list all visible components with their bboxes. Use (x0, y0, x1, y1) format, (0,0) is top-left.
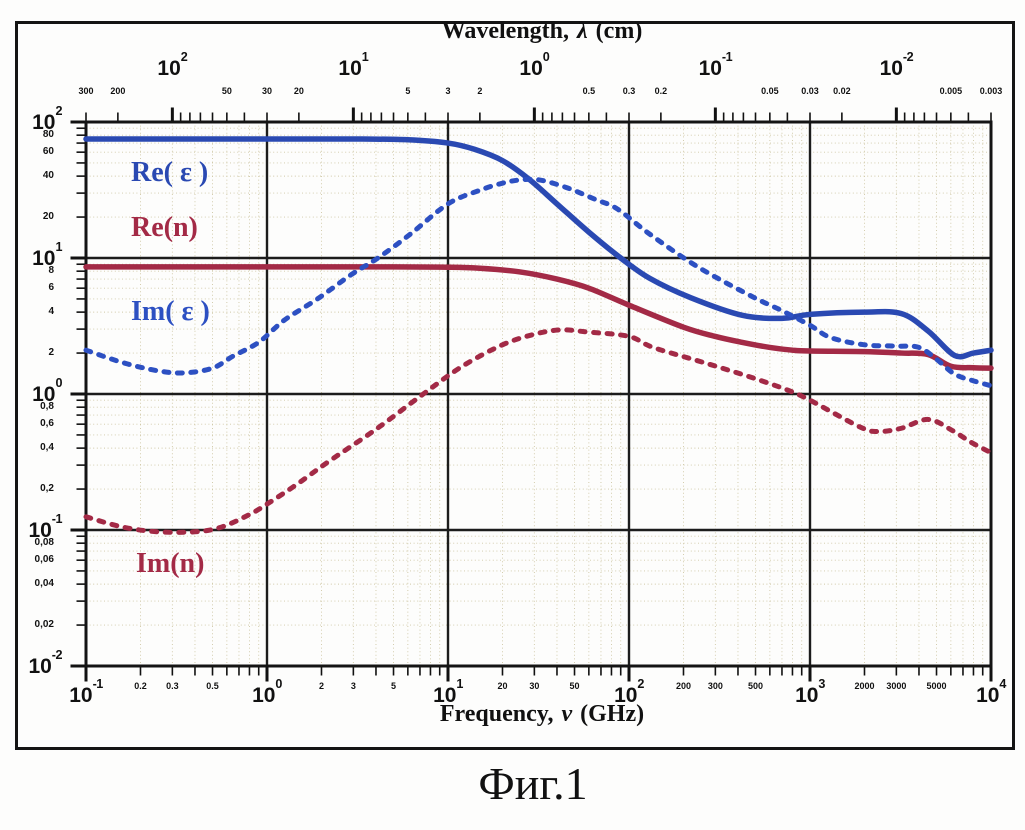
curve-Re_epsilon (83, 136, 994, 360)
curve-Im_n (83, 327, 994, 535)
curve-Re_n (83, 264, 994, 371)
figure-border (15, 21, 1015, 750)
curve-Im_epsilon (83, 176, 994, 389)
plot-border (84, 120, 993, 668)
